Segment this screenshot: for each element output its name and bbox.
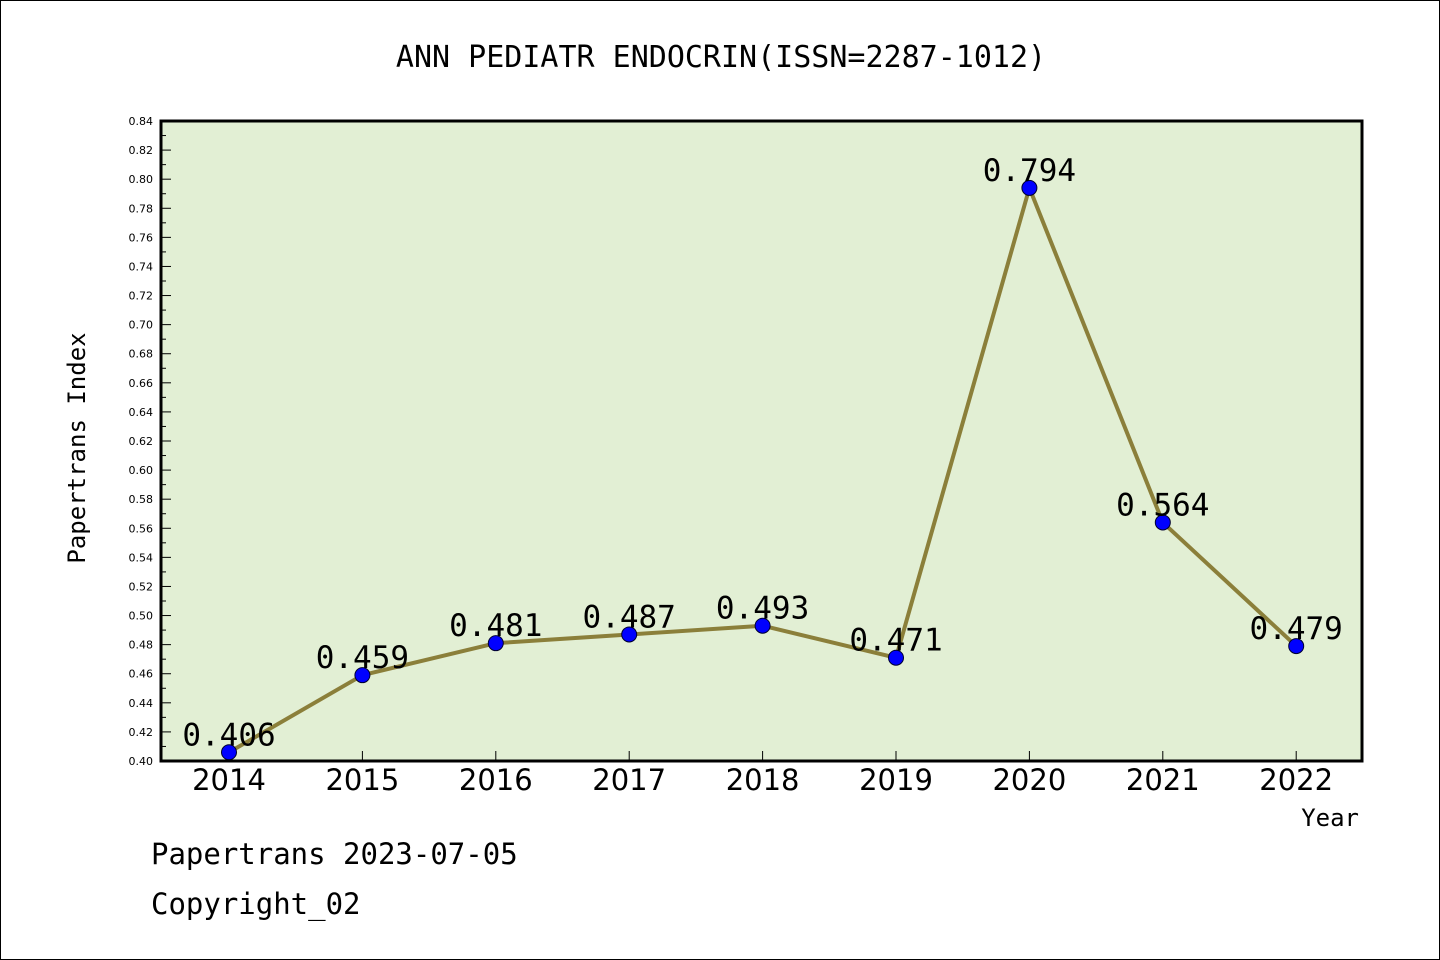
data-point bbox=[1288, 638, 1305, 655]
data-label: 0.459 bbox=[316, 640, 409, 676]
y-tick-label: 0.52 bbox=[129, 580, 154, 593]
data-labels: 0.406 0.459 0.481 0.487 0.493 0.471 0.794 0.564… bbox=[182, 153, 1343, 753]
footer-copyright: Copyright_02 bbox=[151, 887, 361, 921]
data-point bbox=[621, 626, 638, 643]
data-point bbox=[1021, 179, 1038, 196]
y-tick-label: 0.74 bbox=[129, 260, 154, 273]
data-point bbox=[1154, 514, 1171, 531]
data-label: 0.406 bbox=[182, 717, 275, 753]
data-point bbox=[354, 667, 371, 684]
x-tick-label: 2019 bbox=[859, 763, 933, 797]
plot-frame bbox=[159, 119, 1364, 763]
data-label: 0.471 bbox=[849, 623, 942, 659]
data-label: 0.794 bbox=[983, 153, 1076, 189]
x-tick-label: 2015 bbox=[325, 763, 399, 797]
footer-date: Papertrans 2023-07-05 bbox=[151, 837, 518, 871]
y-tick-label: 0.46 bbox=[129, 668, 154, 681]
x-tick-label: 2014 bbox=[192, 763, 266, 797]
plot-area bbox=[161, 121, 1362, 761]
y-tick-label: 0.40 bbox=[129, 755, 154, 768]
y-tick-label: 0.72 bbox=[129, 290, 154, 303]
y-tick-label: 0.48 bbox=[129, 639, 154, 652]
y-tick-label: 0.56 bbox=[129, 522, 154, 535]
y-axis-label: Papertrans Index bbox=[63, 332, 91, 563]
data-point bbox=[754, 617, 771, 634]
x-tick-label: 2022 bbox=[1259, 763, 1333, 797]
chart-title: ANN PEDIATR ENDOCRIN(ISSN=2287-1012) bbox=[396, 40, 1046, 75]
y-tick-label: 0.66 bbox=[129, 377, 154, 390]
y-tick-label: 0.62 bbox=[129, 435, 154, 448]
y-tick-label: 0.68 bbox=[129, 348, 154, 361]
data-label: 0.481 bbox=[449, 608, 542, 644]
data-label: 0.493 bbox=[716, 591, 809, 627]
data-label: 0.487 bbox=[583, 599, 676, 635]
y-tick-label: 0.84 bbox=[129, 115, 154, 128]
series-markers bbox=[221, 179, 1305, 761]
x-tick-label: 2016 bbox=[459, 763, 533, 797]
y-tick-label: 0.50 bbox=[129, 610, 154, 623]
y-axis-ticks: 0.40 0.42 0.44 0.46 0.48 0.50 0.52 0.54 0.56 0.58… bbox=[129, 115, 171, 768]
data-label: 0.479 bbox=[1250, 611, 1343, 647]
data-point bbox=[487, 635, 504, 652]
x-axis-ticks: 2014 2015 2016 2017 2018 2019 2020 2021 2022 bbox=[192, 751, 1333, 797]
y-tick-label: 0.64 bbox=[129, 406, 154, 419]
y-tick-label: 0.60 bbox=[129, 464, 154, 477]
x-axis-label: Year bbox=[1301, 804, 1359, 832]
x-tick-label: 2018 bbox=[726, 763, 800, 797]
data-point bbox=[888, 649, 904, 666]
y-tick-label: 0.42 bbox=[129, 726, 154, 739]
x-tick-label: 2021 bbox=[1126, 763, 1200, 797]
y-tick-label: 0.78 bbox=[129, 202, 154, 215]
x-tick-label: 2020 bbox=[992, 763, 1066, 797]
y-tick-label: 0.80 bbox=[129, 173, 154, 186]
y-tick-label: 0.44 bbox=[129, 697, 154, 710]
data-label: 0.564 bbox=[1116, 487, 1209, 523]
y-tick-label: 0.58 bbox=[129, 493, 154, 506]
y-tick-label: 0.76 bbox=[129, 231, 154, 244]
x-tick-label: 2017 bbox=[592, 763, 666, 797]
y-tick-label: 0.54 bbox=[129, 551, 154, 564]
y-tick-label: 0.70 bbox=[129, 319, 154, 332]
y-tick-label: 0.82 bbox=[129, 144, 154, 157]
